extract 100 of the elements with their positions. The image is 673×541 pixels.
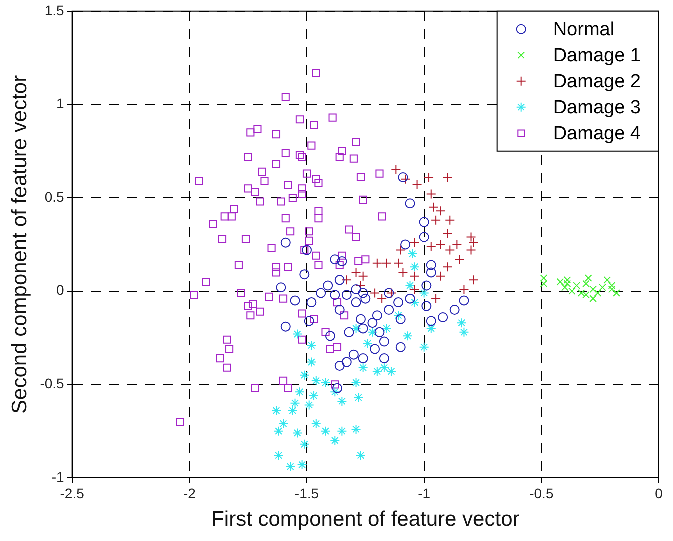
point bbox=[582, 291, 590, 299]
legend-label: Damage 2 bbox=[553, 72, 642, 93]
point bbox=[372, 366, 382, 377]
point bbox=[358, 362, 368, 373]
point bbox=[304, 400, 314, 410]
point bbox=[408, 249, 418, 260]
point bbox=[325, 331, 336, 342]
point bbox=[398, 268, 408, 278]
point bbox=[459, 296, 470, 306]
point bbox=[382, 258, 392, 268]
point bbox=[598, 284, 606, 292]
point bbox=[419, 342, 430, 352]
point bbox=[402, 331, 413, 342]
point bbox=[354, 392, 364, 403]
point bbox=[344, 327, 354, 338]
point bbox=[419, 217, 430, 228]
y-tick-label: -0.5 bbox=[40, 376, 65, 392]
point bbox=[384, 305, 394, 316]
point bbox=[454, 254, 465, 265]
point bbox=[556, 278, 564, 286]
point bbox=[280, 322, 291, 332]
point bbox=[292, 329, 303, 340]
y-axis-title: Second component of feature vector bbox=[8, 75, 32, 414]
point bbox=[564, 280, 572, 288]
point bbox=[306, 298, 317, 308]
point bbox=[334, 305, 345, 316]
point bbox=[410, 262, 420, 272]
x-tick-label: 0 bbox=[655, 485, 664, 502]
point bbox=[306, 357, 317, 368]
point bbox=[459, 327, 470, 338]
point bbox=[436, 271, 446, 282]
point bbox=[379, 362, 390, 373]
point bbox=[604, 276, 612, 284]
point bbox=[405, 280, 416, 291]
point bbox=[426, 260, 436, 270]
point bbox=[358, 324, 368, 334]
point bbox=[348, 350, 359, 360]
point bbox=[386, 366, 396, 377]
point bbox=[300, 370, 310, 380]
point bbox=[306, 340, 317, 350]
point bbox=[323, 280, 334, 291]
point bbox=[426, 324, 436, 334]
point bbox=[394, 258, 404, 268]
point bbox=[300, 270, 310, 280]
point bbox=[410, 238, 420, 248]
x-tick-label: -1 bbox=[418, 485, 431, 502]
y-tick-label: 0.5 bbox=[44, 188, 65, 205]
point bbox=[290, 296, 300, 306]
point bbox=[442, 172, 453, 183]
point bbox=[368, 327, 378, 338]
point bbox=[405, 294, 416, 304]
point bbox=[419, 232, 430, 242]
point bbox=[271, 406, 282, 416]
point bbox=[278, 418, 289, 429]
point bbox=[445, 245, 456, 256]
y-tick-label: 0 bbox=[56, 282, 65, 298]
point bbox=[358, 288, 368, 298]
legend-label: Damage 3 bbox=[553, 98, 642, 119]
legend-label: Damage 4 bbox=[553, 124, 642, 145]
point bbox=[426, 189, 436, 200]
point bbox=[396, 314, 406, 324]
point bbox=[613, 290, 620, 297]
point bbox=[422, 280, 432, 291]
point bbox=[422, 301, 432, 312]
point bbox=[431, 215, 442, 226]
point bbox=[372, 310, 382, 321]
point bbox=[276, 282, 286, 293]
point bbox=[334, 275, 345, 286]
point bbox=[568, 288, 576, 296]
point bbox=[372, 258, 382, 268]
point bbox=[351, 324, 362, 334]
point bbox=[382, 324, 392, 334]
point bbox=[442, 228, 453, 238]
point bbox=[363, 338, 374, 349]
y-tick-label: -1 bbox=[52, 468, 65, 485]
point bbox=[356, 314, 366, 324]
point bbox=[351, 378, 362, 388]
point bbox=[302, 245, 312, 256]
x-tick-label: -2.5 bbox=[60, 485, 85, 502]
point bbox=[456, 318, 467, 328]
point bbox=[426, 268, 436, 278]
point bbox=[396, 342, 406, 352]
point bbox=[410, 284, 420, 294]
point bbox=[342, 290, 352, 300]
point bbox=[419, 288, 430, 298]
point bbox=[330, 387, 340, 398]
point bbox=[351, 284, 362, 294]
legend-label: Damage 1 bbox=[553, 46, 642, 67]
point bbox=[300, 439, 310, 450]
point bbox=[320, 426, 331, 436]
point bbox=[304, 316, 314, 326]
point bbox=[426, 316, 436, 326]
point bbox=[459, 284, 470, 294]
point bbox=[330, 436, 340, 446]
point bbox=[342, 357, 352, 368]
point bbox=[311, 418, 322, 429]
legend-label: Normal bbox=[553, 20, 615, 41]
point bbox=[286, 462, 296, 472]
point bbox=[442, 262, 453, 272]
point bbox=[356, 280, 366, 291]
